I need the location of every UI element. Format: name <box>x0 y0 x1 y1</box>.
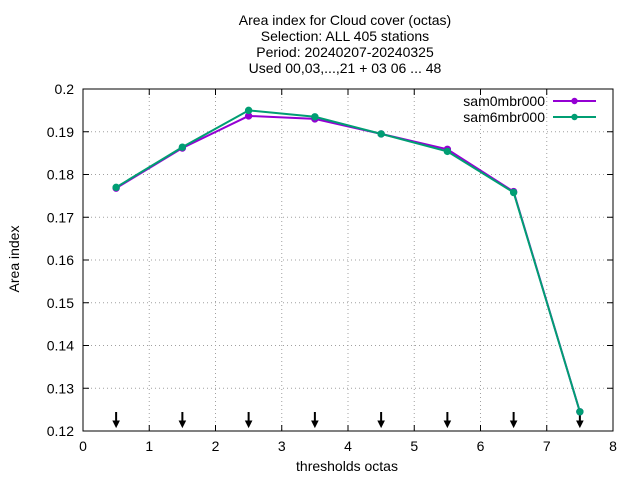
series-1-point <box>178 143 187 151</box>
series-1-point <box>377 130 385 138</box>
series-1-point <box>244 106 253 115</box>
y-tick-label: 0.19 <box>47 124 74 140</box>
threshold-arrow <box>377 412 385 429</box>
tick-labels: 0 1 2 3 4 5 6 7 8 0.12 0.13 0.14 0.15 0.16 0.17 0.18 0.1… <box>47 81 617 454</box>
y-tick-label: 0.18 <box>47 167 74 183</box>
title-line-3: Period: 20240207-20240325 <box>256 44 434 60</box>
x-tick-label: 8 <box>609 438 617 454</box>
x-tick-label: 2 <box>212 438 220 454</box>
legend-swatch-point <box>571 97 578 105</box>
y-tick-label: 0.15 <box>47 295 74 311</box>
axes <box>82 88 614 432</box>
y-axis-label: Area index <box>6 226 22 293</box>
data-series <box>112 106 584 416</box>
x-tick-label: 6 <box>477 438 485 454</box>
x-tick-label: 7 <box>543 438 551 454</box>
y-tick-label: 0.2 <box>55 81 75 97</box>
title-line-1: Area index for Cloud cover (octas) <box>239 12 451 28</box>
grid-lines <box>83 89 613 431</box>
series-1-point <box>311 113 319 121</box>
threshold-arrow <box>112 412 120 429</box>
y-tick-label: 0.12 <box>47 423 74 439</box>
threshold-arrow <box>178 412 187 429</box>
y-tick-label: 0.16 <box>47 252 74 268</box>
series-1-point <box>443 147 452 156</box>
legend-entry-0: sam0mbr000 <box>463 93 596 109</box>
series-1-point <box>576 408 584 416</box>
legend-swatch-point <box>571 113 578 121</box>
threshold-arrow <box>443 412 452 429</box>
series-line-1 <box>115 109 581 413</box>
series-1-point <box>509 188 518 197</box>
x-tick-label: 4 <box>344 438 352 454</box>
x-tick-label: 1 <box>145 438 153 454</box>
threshold-arrow <box>311 412 319 429</box>
title-line-4: Used 00,03,...,21 + 03 06 ... 48 <box>249 60 442 76</box>
x-axis-label: thresholds octas <box>296 458 398 474</box>
legend-label: sam0mbr000 <box>463 93 545 109</box>
x-tick-label: 5 <box>410 438 418 454</box>
chart-title: Area index for Cloud cover (octas) Selec… <box>239 12 451 76</box>
legend-label: sam6mbr000 <box>463 109 545 125</box>
threshold-arrow <box>244 412 253 429</box>
x-tick-label: 0 <box>79 438 87 454</box>
legend-entry-1: sam6mbr000 <box>463 109 596 125</box>
threshold-arrow <box>509 412 518 429</box>
y-tick-label: 0.14 <box>47 338 74 354</box>
y-tick-label: 0.13 <box>47 380 74 396</box>
series-1-point <box>112 183 120 192</box>
title-line-2: Selection: ALL 405 stations <box>261 28 429 44</box>
y-tick-label: 0.17 <box>47 209 74 225</box>
x-tick-label: 3 <box>278 438 286 454</box>
